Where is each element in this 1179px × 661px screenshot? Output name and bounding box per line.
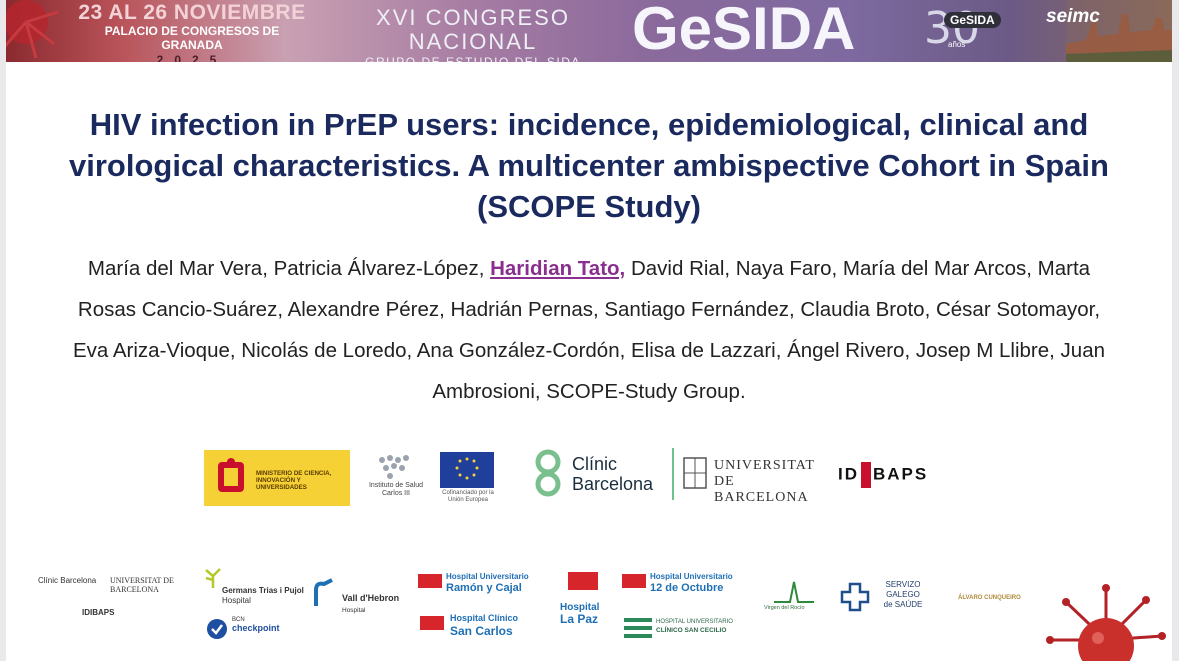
authors-before: María del Mar Vera, Patricia Álvarez-Lóp…	[87, 257, 491, 280]
idibaps-small-logo: IDIBAPS	[82, 608, 115, 617]
isciii-text: Instituto de Salud Carlos III	[368, 482, 424, 497]
germans-trias-logo: Germans Trias i Pujol Hospital	[196, 566, 316, 606]
sergas-cross-icon	[840, 582, 870, 612]
sergas-line1: SERVIZO	[885, 580, 921, 589]
ub-small-logo: UNIVERSITAT DE BARCELONA	[110, 576, 174, 594]
rcajal-line1: Hospital Universitario	[446, 572, 529, 581]
ub-line1: UNIVERSITAT DE	[714, 458, 815, 489]
clinic-icon	[535, 449, 561, 497]
dates-line: 23 AL 26 NOVIEMBRE	[78, 1, 306, 24]
plant-icon	[205, 568, 221, 588]
idibaps-left: ID	[838, 464, 859, 484]
congress-banner: 23 AL 26 NOVIEMBRE PALACIO DE CONGRESOS …	[6, 0, 1172, 62]
salud-madrid-icon	[420, 616, 444, 630]
vall-line2: Hospital	[342, 607, 366, 614]
event-dates: 23 AL 26 NOVIEMBRE PALACIO DE CONGRESOS …	[76, 1, 308, 63]
congress-line1: XVI CONGRESO NACIONAL	[376, 5, 570, 54]
anniversary-badge: GeSIDA	[944, 12, 1001, 28]
clinic-small-logo: Clínic Barcelona	[38, 576, 97, 585]
year-line: 2025	[156, 53, 228, 62]
clinic-text: Clínic Barcelona	[572, 454, 653, 494]
lapaz-line2: La Paz	[560, 612, 599, 626]
presenting-author: Haridian Tato,	[490, 257, 626, 280]
virus-icon	[6, 0, 59, 59]
clinic-ub-idibaps-cluster: Clínic Barcelona UNIVERSITAT DE BARCELON…	[38, 572, 188, 642]
sancarlos-line1: Hospital Clínico	[450, 613, 519, 623]
vall-line1: Vall d'Hebron	[342, 593, 400, 603]
sergas-line2: GALEGO	[886, 590, 920, 599]
authors-after: David Rial, Naya Faro, María del Mar Arc…	[72, 257, 1106, 403]
cunqueiro-text: ÁLVARO CUNQUEIRO	[958, 595, 1021, 601]
rocio-text: Virgen del Rocío	[764, 605, 805, 611]
doce-line2: 12 de Octubre	[650, 582, 724, 594]
clinic-line1: Clínic	[572, 454, 618, 474]
san-carlos-logo: Hospital Clínico San Carlos	[420, 612, 550, 642]
bcn-line1: BCN	[232, 617, 245, 623]
gesida-logo: GeSIDA	[632, 0, 856, 62]
ub-crest-icon	[683, 457, 707, 489]
ministerio-logo: MINISTERIO DE CIENCIA, INNOVACIÓN Y UNIV…	[204, 450, 350, 506]
bcn-checkpoint-logo: BCN checkpoint	[206, 612, 316, 646]
anniversary-number: 30	[924, 3, 980, 54]
la-paz-logo: Hospital La Paz	[554, 570, 614, 630]
spain-coat-of-arms-icon	[218, 458, 244, 492]
presentation-title: HIV infection in PrEP users: incidence, …	[69, 107, 1109, 224]
eu-flag-icon	[440, 452, 494, 488]
virus-icon	[1046, 584, 1166, 661]
vall-hebron-logo: Vall d'Hebron Hospital	[312, 574, 412, 618]
doce-line1: Hospital Universitario	[650, 572, 733, 581]
seimc-logo: seimc	[1046, 6, 1100, 27]
rcajal-line2: Ramón y Cajal	[446, 582, 522, 594]
salud-madrid-icon	[622, 574, 646, 588]
san-cecilio-logo: HOSPITAL UNIVERSITARIO CLÍNICO SAN CECIL…	[624, 614, 754, 642]
ministerio-text: MINISTERIO DE CIENCIA, INNOVACIÓN Y UNIV…	[256, 470, 332, 491]
alhambra-image	[1066, 0, 1172, 62]
ub-line2: BARCELONA	[714, 490, 809, 505]
virgen-rocio-icon	[774, 581, 814, 603]
sergas-line3: de SAÚDE	[883, 600, 923, 609]
ub-text: UNIVERSITAT DE BARCELONA	[714, 458, 822, 506]
vall-hebron-icon	[314, 578, 333, 606]
alvaro-cunqueiro-logo: ÁLVARO CUNQUEIRO	[936, 576, 1046, 606]
eu-text: Cofinanciado por la Unión Europea	[442, 490, 494, 503]
idibaps-mark	[861, 462, 871, 488]
slide: 23 AL 26 NOVIEMBRE PALACIO DE CONGRESOS …	[6, 0, 1172, 661]
salud-madrid-icon	[568, 572, 598, 590]
cecilio-line1: HOSPITAL UNIVERSITARIO	[656, 619, 733, 625]
anniversary-logo: 30 GeSIDA años	[924, 4, 1034, 58]
cecilio-line2: CLÍNICO SAN CECILIO	[656, 627, 727, 634]
doce-octubre-logo: Hospital Universitario 12 de Octubre	[622, 572, 752, 602]
venue-line: PALACIO DE CONGRESOS DE GRANADA	[104, 24, 280, 52]
isciii-logo: Instituto de Salud Carlos III	[368, 450, 424, 510]
gtp-line2: Hospital	[222, 596, 251, 605]
isciii-icon	[379, 455, 409, 479]
idibaps-right: BAPS	[873, 464, 929, 484]
salud-madrid-icon	[418, 574, 442, 588]
bcn-line2: checkpoint	[232, 623, 280, 633]
virgen-rocio-logo: Virgen del Rocío	[758, 576, 828, 612]
idibaps-logo: ID BAPS	[838, 462, 956, 492]
clinic-barcelona-logo: Clínic Barcelona	[524, 448, 672, 504]
congress-name: XVI CONGRESO NACIONAL GRUPO DE ESTUDIO D…	[324, 5, 622, 63]
lapaz-line1: Hospital	[560, 602, 600, 613]
clinic-line2: Barcelona	[572, 474, 654, 494]
gtp-line1: Germans Trias i Pujol	[222, 586, 304, 595]
author-list: María del Mar Vera, Patricia Álvarez-Lóp…	[62, 248, 1116, 412]
congress-line2: GRUPO DE ESTUDIO DEL SIDA	[365, 55, 581, 62]
ramon-y-cajal-logo: Hospital Universitario Ramón y Cajal	[418, 572, 548, 602]
universitat-barcelona-logo: UNIVERSITAT DE BARCELONA	[682, 456, 822, 505]
checkpoint-icon	[207, 619, 227, 639]
anniversary-label: años	[948, 40, 966, 49]
sergas-logo: SERVIZO GALEGO de SAÚDE	[840, 578, 930, 618]
eu-logo: Cofinanciado por la Unión Europea	[438, 452, 496, 510]
sancarlos-line2: San Carlos	[450, 624, 513, 638]
logo-divider	[672, 448, 674, 500]
san-cecilio-icon	[624, 618, 652, 638]
